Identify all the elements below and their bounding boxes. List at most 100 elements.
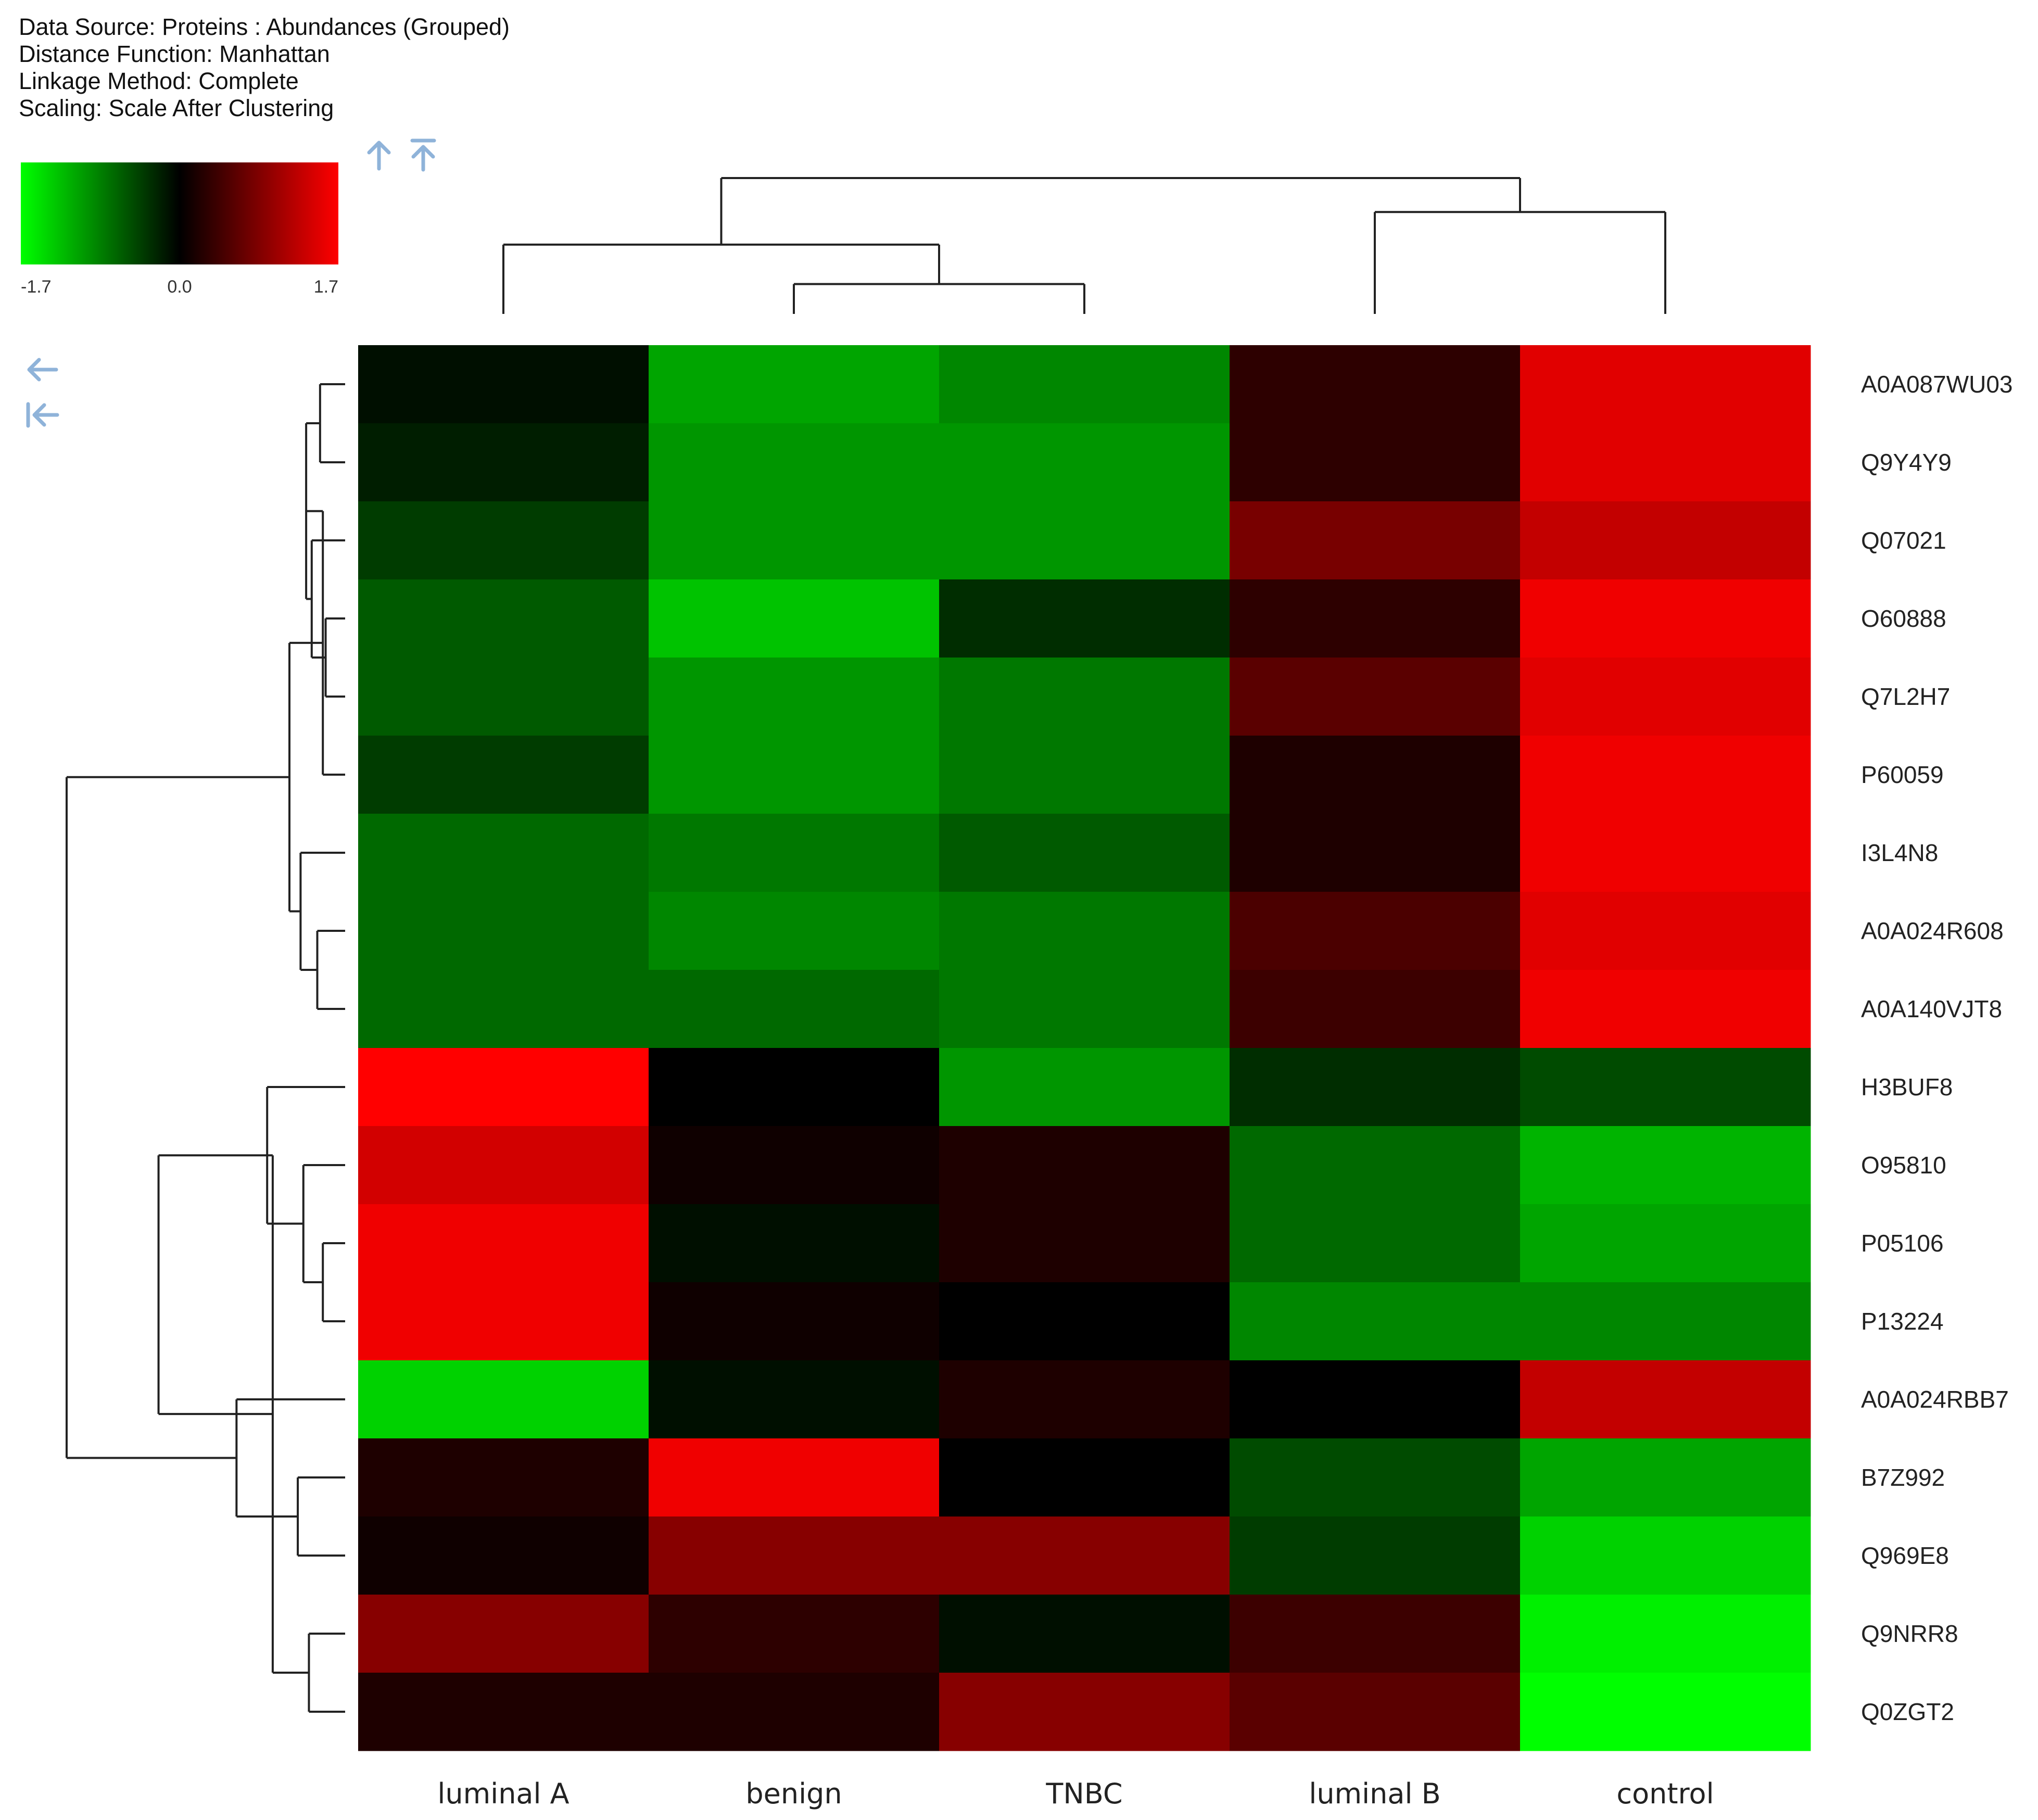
scaling-label: Scaling: Scale After Clustering (19, 95, 334, 121)
heatmap-cell (939, 970, 1230, 1048)
analysis-info: Data Source: Proteins : Abundances (Grou… (19, 14, 510, 122)
heatmap-cell (1230, 1438, 1521, 1517)
heatmap-cell (939, 1126, 1230, 1205)
heatmap-cell (1520, 736, 1811, 814)
row-dendrogram (66, 383, 345, 1713)
heatmap-cell (1520, 892, 1811, 970)
heatmap-cell (1520, 345, 1811, 424)
distance-function-label: Distance Function: Manhattan (19, 41, 330, 67)
heatmap-cell (649, 892, 940, 970)
column-label: luminal A (437, 1777, 569, 1810)
heatmap-cell (1230, 1126, 1521, 1205)
heatmap-cell (649, 1595, 940, 1673)
heatmap-cell (939, 1360, 1230, 1439)
heatmap-cell (1520, 423, 1811, 502)
heatmap-cell (939, 423, 1230, 502)
data-source-label: Data Source: Proteins : Abundances (Grou… (19, 14, 510, 40)
row-label: A0A024RBB7 (1861, 1386, 2009, 1413)
heatmap-cell (939, 1673, 1230, 1751)
heatmap-cell (1520, 1673, 1811, 1751)
heatmap-cell (358, 1204, 649, 1283)
heatmap-cell (1230, 1673, 1521, 1751)
heatmap-cell (1230, 1048, 1521, 1127)
heatmap-cell (939, 736, 1230, 814)
row-label: Q9NRR8 (1861, 1620, 1958, 1647)
heatmap-cell (649, 1282, 940, 1361)
arrow-left-icon[interactable] (24, 351, 60, 388)
heatmap-cell (1230, 579, 1521, 658)
heatmap-cell (649, 1048, 940, 1127)
heatmap-cell (649, 345, 940, 424)
row-label: Q7L2H7 (1861, 683, 1950, 710)
heatmap-cell (1520, 501, 1811, 580)
row-label: Q07021 (1861, 527, 1946, 554)
heatmap-cell (1520, 1048, 1811, 1127)
heatmap-cell (358, 658, 649, 736)
heatmap-cell (1520, 579, 1811, 658)
heatmap-cell (1520, 1595, 1811, 1673)
row-label: P13224 (1861, 1308, 1944, 1335)
heatmap-cell (649, 970, 940, 1048)
heatmap-cell (358, 892, 649, 970)
heatmap-cell (358, 1516, 649, 1595)
heatmap-cell (649, 1360, 940, 1439)
heatmap-cell (358, 814, 649, 892)
row-label: A0A087WU03 (1861, 371, 2013, 398)
row-label: A0A140VJT8 (1861, 995, 2002, 1022)
linkage-method-label: Linkage Method: Complete (19, 68, 299, 94)
row-label: O95810 (1861, 1152, 1946, 1179)
heatmap-cell (358, 579, 649, 658)
heatmap-cell (939, 658, 1230, 736)
row-label: B7Z992 (1861, 1464, 1945, 1491)
column-label: luminal B (1309, 1777, 1440, 1810)
heatmap-cell (1520, 1360, 1811, 1439)
heatmap-cell (1230, 736, 1521, 814)
column-labels: luminal A benign TNBC luminal B control (437, 1777, 1714, 1810)
column-label: TNBC (1045, 1777, 1122, 1810)
color-scale-mid-label: 0.0 (167, 277, 192, 297)
column-dendrogram (502, 177, 1666, 314)
heatmap-cell (939, 579, 1230, 658)
heatmap-cell (358, 970, 649, 1048)
heatmap-cell (939, 501, 1230, 580)
heatmap-cell (649, 658, 940, 736)
heatmap-cell (358, 501, 649, 580)
heatmap-cell (1230, 658, 1521, 736)
heatmap-cell (1230, 501, 1521, 580)
heatmap-cell (358, 1595, 649, 1673)
color-scale-max-label: 1.7 (314, 277, 338, 297)
row-label: H3BUF8 (1861, 1073, 1953, 1101)
arrow-up-icon[interactable] (361, 136, 397, 173)
arrow-left-to-line-icon[interactable] (24, 397, 60, 433)
row-label: O60888 (1861, 605, 1946, 632)
heatmap-cell (1520, 1516, 1811, 1595)
heatmap-cell (1520, 1282, 1811, 1361)
heatmap-cell (939, 1204, 1230, 1283)
heatmap-cell (358, 736, 649, 814)
row-label: Q9Y4Y9 (1861, 449, 1952, 476)
row-labels: A0A087WU03 Q9Y4Y9 Q07021 O60888 Q7L2H7 P60059… (1861, 371, 2013, 1725)
heatmap-cell (939, 1438, 1230, 1517)
heatmap-cell (939, 892, 1230, 970)
heatmap-cell (1520, 1438, 1811, 1517)
heatmap-cell (649, 501, 940, 580)
heatmap-cell (1520, 814, 1811, 892)
heatmap-cell (649, 814, 940, 892)
heatmap-cell (939, 345, 1230, 424)
column-label: control (1616, 1777, 1714, 1810)
heatmap-cell (1230, 423, 1521, 502)
heatmap-cell (939, 1516, 1230, 1595)
heatmap-cell (939, 1282, 1230, 1361)
heatmap-cell (1520, 1126, 1811, 1205)
heatmap-cell (1230, 814, 1521, 892)
heatmap-cell (649, 736, 940, 814)
heatmap-cell (358, 1360, 649, 1439)
heatmap-cell (939, 1048, 1230, 1127)
arrow-up-to-line-icon[interactable] (405, 136, 441, 173)
column-label: benign (745, 1777, 842, 1810)
color-scale-bar (21, 162, 338, 264)
row-label: A0A024R608 (1861, 917, 2004, 944)
color-scale-min-label: -1.7 (21, 277, 52, 297)
heatmap-cell (939, 1595, 1230, 1673)
